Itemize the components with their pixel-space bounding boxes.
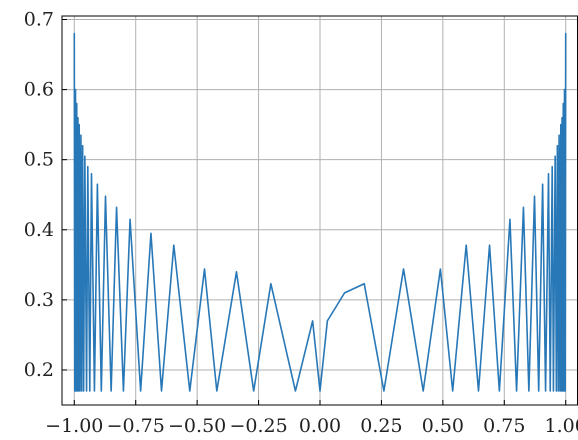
x-tick-label: −0.75 <box>107 415 165 437</box>
series-line <box>73 32 567 392</box>
y-tick-label: 0.2 <box>24 359 54 381</box>
y-tick-label: 0.7 <box>24 9 54 31</box>
grid-layer <box>62 16 578 405</box>
x-tick-label: −0.25 <box>229 415 287 437</box>
tick-layer <box>62 19 567 405</box>
y-tick-label: 0.3 <box>24 289 54 311</box>
x-tick-label: 0.25 <box>360 415 402 437</box>
x-tick-label: 0.00 <box>299 415 341 437</box>
y-tick-label: 0.6 <box>24 79 54 101</box>
y-tick-label: 0.5 <box>24 149 54 171</box>
x-tick-label: 1.00 <box>545 415 578 437</box>
tick-label-layer: −1.00 −0.75 −0.50 −0.25 0.00 0.25 0.50 0.75 1.0 0… <box>24 9 578 437</box>
series-layer <box>73 32 567 392</box>
y-tick-label: 0.4 <box>24 219 54 241</box>
x-tick-label: −1.00 <box>45 415 103 437</box>
x-tick-label: 0.75 <box>483 415 525 437</box>
x-tick-label: −0.50 <box>168 415 226 437</box>
x-tick-label: 0.50 <box>422 415 464 437</box>
